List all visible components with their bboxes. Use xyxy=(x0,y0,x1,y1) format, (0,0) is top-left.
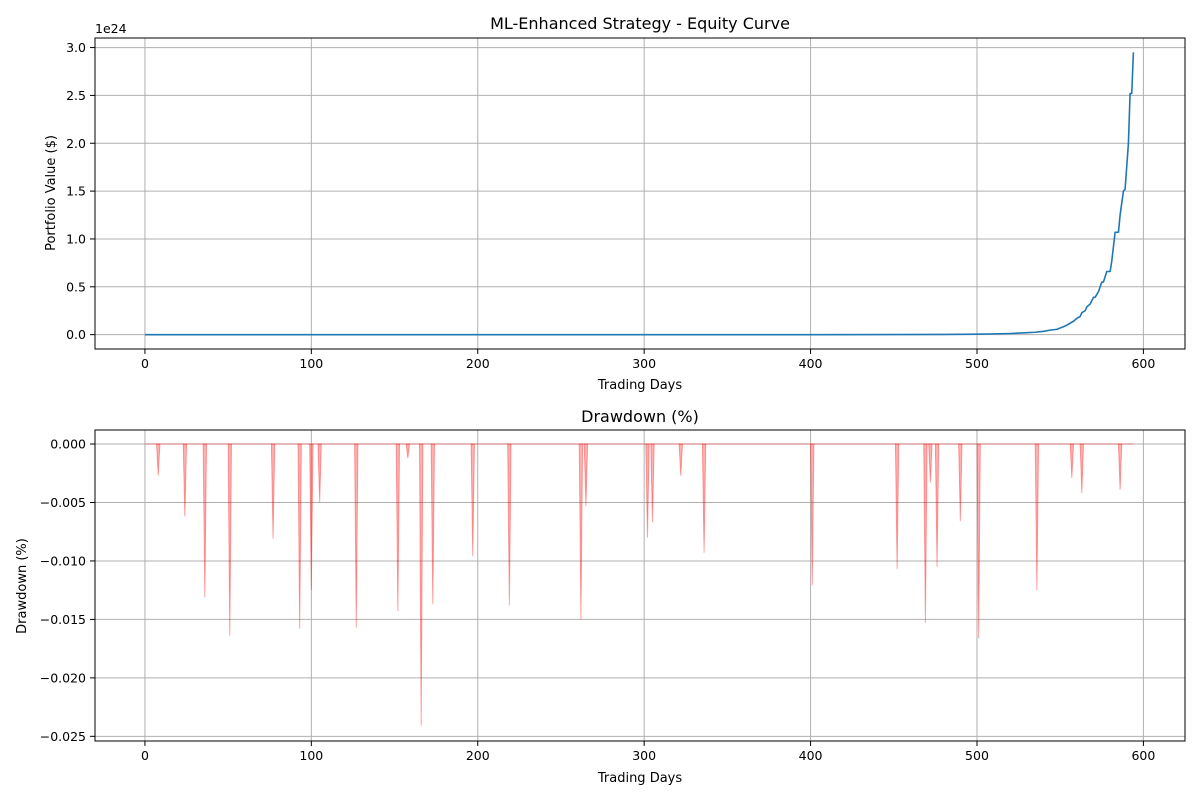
drawdown-dip xyxy=(578,443,584,620)
equity-y-tick-label: 0.5 xyxy=(66,279,86,294)
equity-chart-title: ML-Enhanced Strategy - Equity Curve xyxy=(490,14,790,33)
drawdown-x-tick-label: 0 xyxy=(141,748,149,763)
equity-x-tick-label: 100 xyxy=(299,356,323,371)
drawdown-dip xyxy=(810,443,815,586)
drawdown-dip xyxy=(430,443,435,605)
drawdown-dip xyxy=(894,443,900,570)
equity-x-tick-label: 500 xyxy=(965,356,989,371)
drawdown-dip xyxy=(1079,443,1085,494)
equity-y-offset-label: 1e24 xyxy=(95,21,127,36)
drawdown-dip xyxy=(678,443,683,476)
equity-x-axis-label: Trading Days xyxy=(597,378,682,393)
equity-x-tick-label: 0 xyxy=(141,356,149,371)
equity-x-tick-label: 400 xyxy=(799,356,823,371)
equity-y-tick-label: 0.0 xyxy=(66,327,86,342)
equity-y-tick-label: 1.0 xyxy=(66,231,86,246)
drawdown-x-tick-label: 100 xyxy=(299,748,323,763)
equity-y-tick-label: 3.0 xyxy=(66,40,86,55)
drawdown-dip xyxy=(923,443,928,623)
equity-line-layer xyxy=(144,52,1135,336)
drawdown-dip xyxy=(701,443,707,553)
drawdown-grid xyxy=(95,430,1185,741)
drawdown-y-axis-label: Drawdown (%) xyxy=(15,538,30,634)
drawdown-y-tick-label: −0.020 xyxy=(40,670,86,685)
drawdown-dip xyxy=(227,443,232,636)
drawdown-dip xyxy=(1117,443,1123,490)
drawdown-y-ticks: 0.000 −0.005 −0.010 −0.015 −0.020 −0.025 xyxy=(40,437,95,744)
drawdown-y-tick-label: −0.015 xyxy=(40,612,86,627)
drawdown-dip xyxy=(583,443,589,507)
equity-curve-panel: 0 100 200 300 400 500 600 0.0 0.5 1.0 1.5 2.0 2.5 3.… xyxy=(44,14,1186,393)
drawdown-dip xyxy=(395,443,401,612)
drawdown-dip xyxy=(1034,443,1040,591)
drawdown-dip xyxy=(958,443,963,522)
equity-x-tick-label: 600 xyxy=(1131,356,1155,371)
drawdown-chart-title: Drawdown (%) xyxy=(581,407,699,426)
drawdown-axes-frame xyxy=(94,429,1186,742)
equity-y-tick-label: 1.5 xyxy=(66,184,86,199)
drawdown-x-tick-label: 300 xyxy=(632,748,656,763)
drawdown-x-tick-label: 500 xyxy=(965,748,989,763)
equity-x-ticks: 0 100 200 300 400 500 600 xyxy=(141,349,1155,371)
drawdown-dip xyxy=(507,443,512,606)
drawdown-y-tick-label: 0.000 xyxy=(50,437,86,452)
drawdown-dip xyxy=(650,443,655,523)
equity-y-tick-label: 2.0 xyxy=(66,136,86,151)
drawdown-dip xyxy=(202,443,208,598)
drawdown-dip xyxy=(976,443,981,639)
drawdown-dip xyxy=(182,443,188,517)
equity-x-tick-label: 200 xyxy=(466,356,490,371)
drawdown-x-tick-label: 200 xyxy=(466,748,490,763)
drawdown-dip xyxy=(928,443,933,483)
equity-y-tick-label: 2.5 xyxy=(66,88,86,103)
drawdown-x-tick-label: 600 xyxy=(1131,748,1155,763)
drawdown-x-tick-label: 400 xyxy=(799,748,823,763)
equity-series-line xyxy=(144,52,1135,336)
equity-x-tick-label: 300 xyxy=(632,356,656,371)
drawdown-dip xyxy=(156,443,161,476)
drawdown-dip xyxy=(470,443,475,557)
drawdown-dip xyxy=(645,443,650,538)
drawdown-dip xyxy=(934,443,940,567)
drawdown-y-tick-label: −0.025 xyxy=(40,729,86,744)
equity-axes-frame xyxy=(94,37,1186,350)
drawdown-dip xyxy=(309,443,314,591)
drawdown-dip xyxy=(1069,443,1075,478)
drawdown-y-tick-label: −0.005 xyxy=(40,495,86,510)
drawdown-dip xyxy=(354,443,359,628)
drawdown-area-layer xyxy=(144,443,1134,726)
drawdown-dip xyxy=(405,443,411,459)
equity-grid xyxy=(95,38,1185,349)
equity-y-ticks: 0.0 0.5 1.0 1.5 2.0 2.5 3.0 xyxy=(66,40,95,342)
drawdown-dip xyxy=(418,443,424,726)
drawdown-dip xyxy=(297,443,302,629)
drawdown-x-axis-label: Trading Days xyxy=(597,771,682,786)
drawdown-panel: 0 100 200 300 400 500 600 0.000 −0.005 −0.010 −0.… xyxy=(15,407,1186,786)
drawdown-x-ticks: 0 100 200 300 400 500 600 xyxy=(141,741,1155,763)
drawdown-y-tick-label: −0.010 xyxy=(40,553,86,568)
drawdown-dip xyxy=(270,443,276,539)
equity-y-axis-label: Portfolio Value ($) xyxy=(44,135,59,251)
drawdown-dip xyxy=(317,443,322,503)
